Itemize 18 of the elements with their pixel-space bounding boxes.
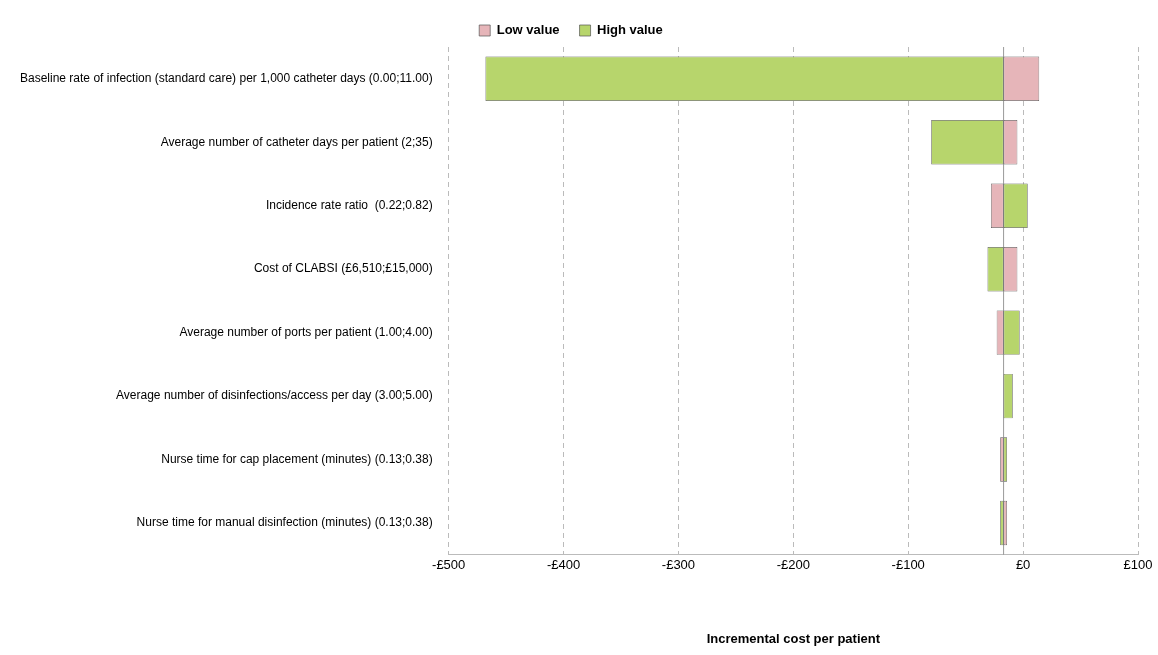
y-tick-label: Baseline rate of infection (standard care) per 1,000 catheter days (0.00;11.00): [20, 71, 433, 86]
x-tick-label: -£400: [546, 557, 581, 573]
y-tick-label: Average number of disinfections/access per day (3.00;5.00): [116, 388, 433, 403]
legend-label: High value: [597, 22, 663, 38]
legend-label: Low value: [496, 22, 560, 38]
y-tick-label: Average number of catheter days per patient (2;35): [160, 134, 433, 149]
x-tick-label: £0: [1015, 557, 1031, 573]
x-tick-label: £100: [1123, 557, 1153, 573]
x-axis-title: Incremental cost per patient: [706, 630, 881, 646]
y-tick-label: Nurse time for cap placement (minutes) (0.13;0.38): [161, 451, 433, 466]
x-tick-label: -£200: [776, 557, 810, 573]
y-tick-label: Average number of ports per patient (1.00;4.00): [179, 324, 433, 339]
x-tick-label: -£300: [661, 557, 696, 573]
x-tick-label: -£100: [891, 557, 925, 573]
y-tick-label: Incidence rate ratio (0.22;0.82): [265, 198, 433, 212]
y-tick-label: Nurse time for manual disinfection (minutes) (0.13;0.38): [136, 515, 433, 530]
y-tick-label: Cost of CLABSI (£6,510;£15,000): [253, 261, 433, 276]
x-tick-label: -£500: [432, 557, 466, 573]
